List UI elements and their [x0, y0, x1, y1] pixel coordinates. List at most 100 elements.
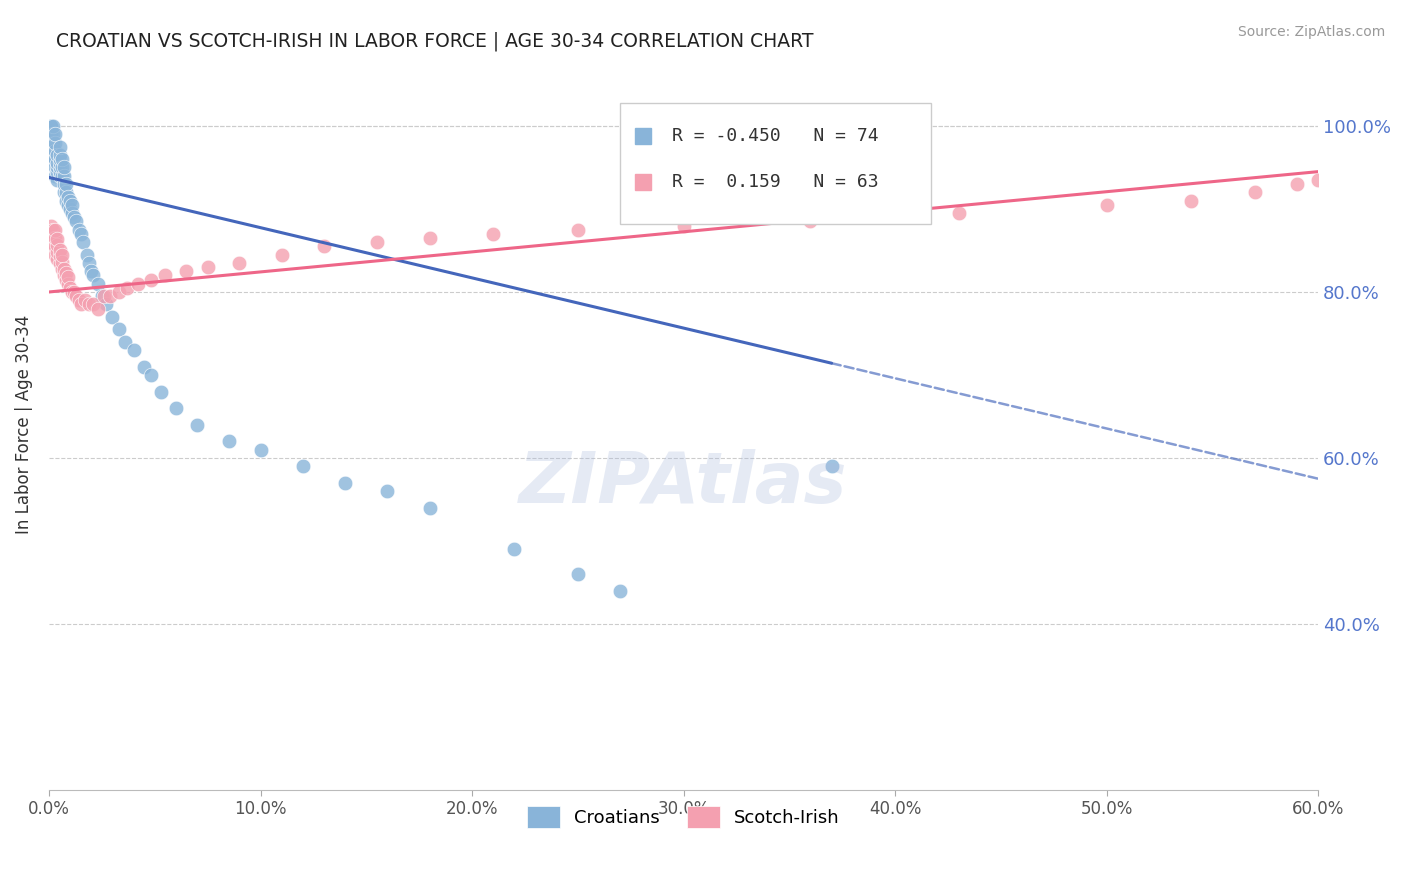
Point: [77, 297, 100, 311]
Point: [59, 194, 82, 208]
Point: [56, 198, 79, 212]
Point: [1095, 198, 1118, 212]
Point: [155, 268, 177, 283]
Point: [52, 161, 75, 175]
Point: [46, 173, 69, 187]
Point: [51, 161, 73, 175]
Point: [139, 368, 162, 382]
Point: [60, 206, 83, 220]
Point: [44, 144, 66, 158]
Point: [59, 202, 82, 216]
Point: [150, 384, 173, 399]
Point: [42, 231, 65, 245]
Point: [46, 232, 69, 246]
Point: [48, 148, 70, 162]
Point: [51, 248, 73, 262]
Point: [377, 484, 399, 499]
Point: [48, 243, 70, 257]
Point: [42, 239, 65, 253]
Point: [197, 260, 219, 274]
Point: [80, 264, 103, 278]
Point: [86, 301, 108, 316]
Point: [567, 567, 589, 582]
Point: [48, 156, 70, 170]
Point: [609, 583, 631, 598]
Point: [44, 223, 66, 237]
Point: [60, 198, 83, 212]
Point: [46, 156, 69, 170]
Point: [44, 239, 66, 253]
Point: [39, 227, 62, 241]
Point: [312, 239, 335, 253]
Text: R = -0.450   N = 74: R = -0.450 N = 74: [672, 128, 879, 145]
Point: [799, 214, 821, 228]
Point: [48, 169, 70, 183]
Point: [46, 148, 69, 162]
Point: [52, 268, 75, 283]
Point: [101, 310, 124, 324]
Point: [55, 272, 77, 286]
Point: [107, 322, 129, 336]
Point: [52, 169, 75, 183]
Point: [44, 152, 66, 166]
Point: [419, 500, 441, 515]
Point: [77, 256, 100, 270]
Point: [90, 289, 112, 303]
Point: [42, 223, 65, 237]
Y-axis label: In Labor Force | Age 30-34: In Labor Force | Age 30-34: [15, 315, 32, 534]
Point: [42, 136, 65, 150]
Point: [51, 261, 73, 276]
Point: [46, 164, 69, 178]
Point: [44, 136, 66, 150]
Point: [165, 401, 187, 416]
Point: [42, 128, 65, 142]
Point: [56, 277, 79, 291]
Point: [1329, 169, 1351, 183]
Point: [39, 128, 62, 142]
Point: [42, 152, 65, 166]
Point: [228, 256, 250, 270]
Point: [52, 177, 75, 191]
Text: Source: ZipAtlas.com: Source: ZipAtlas.com: [1237, 25, 1385, 39]
Point: [63, 285, 86, 299]
Point: [948, 206, 970, 220]
Point: [39, 119, 62, 133]
Text: R =  0.159   N = 63: R = 0.159 N = 63: [672, 173, 879, 191]
Point: [44, 128, 66, 142]
Point: [55, 194, 77, 208]
Point: [419, 231, 441, 245]
Point: [139, 272, 162, 286]
Point: [176, 264, 198, 278]
Point: [1308, 173, 1330, 187]
Point: [93, 289, 115, 303]
Point: [48, 164, 70, 178]
Point: [52, 261, 75, 276]
Point: [65, 214, 87, 228]
Point: [48, 249, 70, 263]
Point: [1180, 194, 1202, 208]
Point: [270, 247, 292, 261]
Point: [127, 277, 149, 291]
Point: [46, 252, 69, 266]
Point: [39, 152, 62, 166]
Point: [1392, 161, 1406, 175]
Point: [218, 434, 240, 449]
Point: [107, 285, 129, 299]
Point: [672, 219, 695, 233]
Point: [291, 459, 314, 474]
Point: [503, 542, 526, 557]
Text: CROATIAN VS SCOTCH-IRISH IN LABOR FORCE | AGE 30-34 CORRELATION CHART: CROATIAN VS SCOTCH-IRISH IN LABOR FORCE …: [56, 31, 814, 51]
Point: [114, 334, 136, 349]
Point: [63, 211, 86, 225]
Point: [820, 459, 842, 474]
Point: [366, 235, 388, 250]
Point: [52, 186, 75, 200]
Point: [115, 281, 138, 295]
Point: [1350, 164, 1372, 178]
Point: [44, 161, 66, 175]
Point: [48, 161, 70, 175]
Point: [48, 152, 70, 166]
Point: [44, 169, 66, 183]
Legend: Croatians, Scotch-Irish: Croatians, Scotch-Irish: [520, 799, 846, 836]
Point: [122, 343, 145, 357]
